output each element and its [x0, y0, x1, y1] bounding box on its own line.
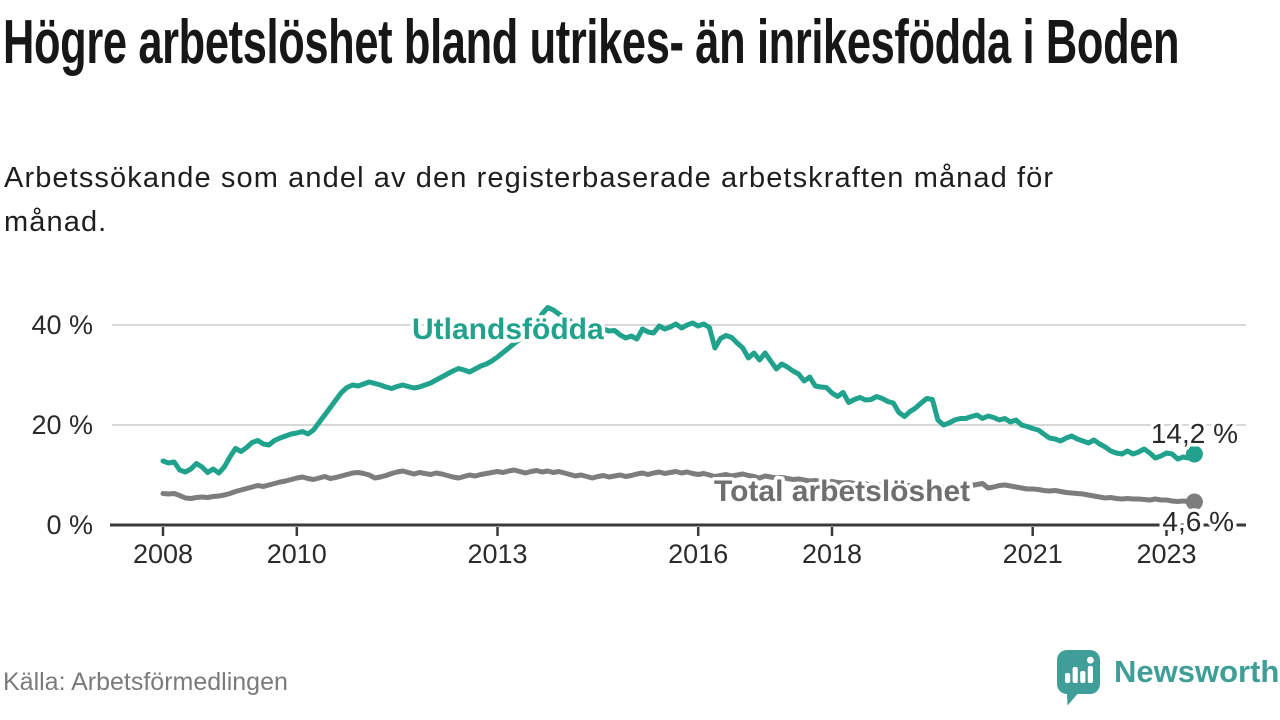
- y-axis-labels: 0 % 20 % 40 %: [31, 310, 93, 540]
- chart-svg: 2008 2010 2013 2016 2018 2021 2023 0 % 20 % 40 %…: [31, 305, 1246, 569]
- x-tick-label-2018: 2018: [802, 539, 862, 569]
- source-credit: Källa: Arbetsförmedlingen: [3, 668, 288, 696]
- x-tick-label-2021: 2021: [1003, 539, 1063, 569]
- x-tick-label-2010: 2010: [267, 539, 327, 569]
- bar-chart-speech-bubble-icon: [1056, 650, 1101, 712]
- gridlines: [112, 324, 1246, 426]
- chart-title: Högre arbetslöshet bland utrikes- än inr…: [3, 8, 1180, 77]
- end-dots: [1185, 445, 1203, 511]
- series-label-total: Total arbetslöshet: [714, 475, 970, 508]
- x-tick-label-2023: 2023: [1136, 539, 1196, 569]
- chart-subtitle: Arbetssökande som andel av den registerb…: [4, 162, 1055, 238]
- series-lines: [160, 305, 1197, 505]
- line-total: [160, 467, 1197, 505]
- x-tick-label-2013: 2013: [467, 539, 527, 569]
- brand-logo: Newsworthy: [1056, 650, 1280, 712]
- end-value-label-total: 4,6 %: [1162, 506, 1234, 537]
- end-dot-total: [1185, 493, 1203, 511]
- line-utlandsfodda: [160, 305, 1197, 476]
- y-tick-label-20: 20 %: [31, 410, 93, 440]
- brand-name: Newsworthy: [1114, 654, 1280, 689]
- y-tick-label-40: 40 %: [31, 310, 93, 340]
- end-value-label-utlandsfodda: 14,2 %: [1151, 418, 1238, 449]
- x-tick-label-2016: 2016: [668, 539, 728, 569]
- series-label-utlandsfodda: Utlandsfödda: [412, 313, 604, 346]
- y-tick-label-0: 0 %: [46, 510, 93, 540]
- x-axis-ticks: 2008 2010 2013 2016 2018 2021 2023: [133, 527, 1197, 569]
- end-dot-utlandsfodda: [1185, 445, 1203, 463]
- x-tick-label-2008: 2008: [133, 539, 193, 569]
